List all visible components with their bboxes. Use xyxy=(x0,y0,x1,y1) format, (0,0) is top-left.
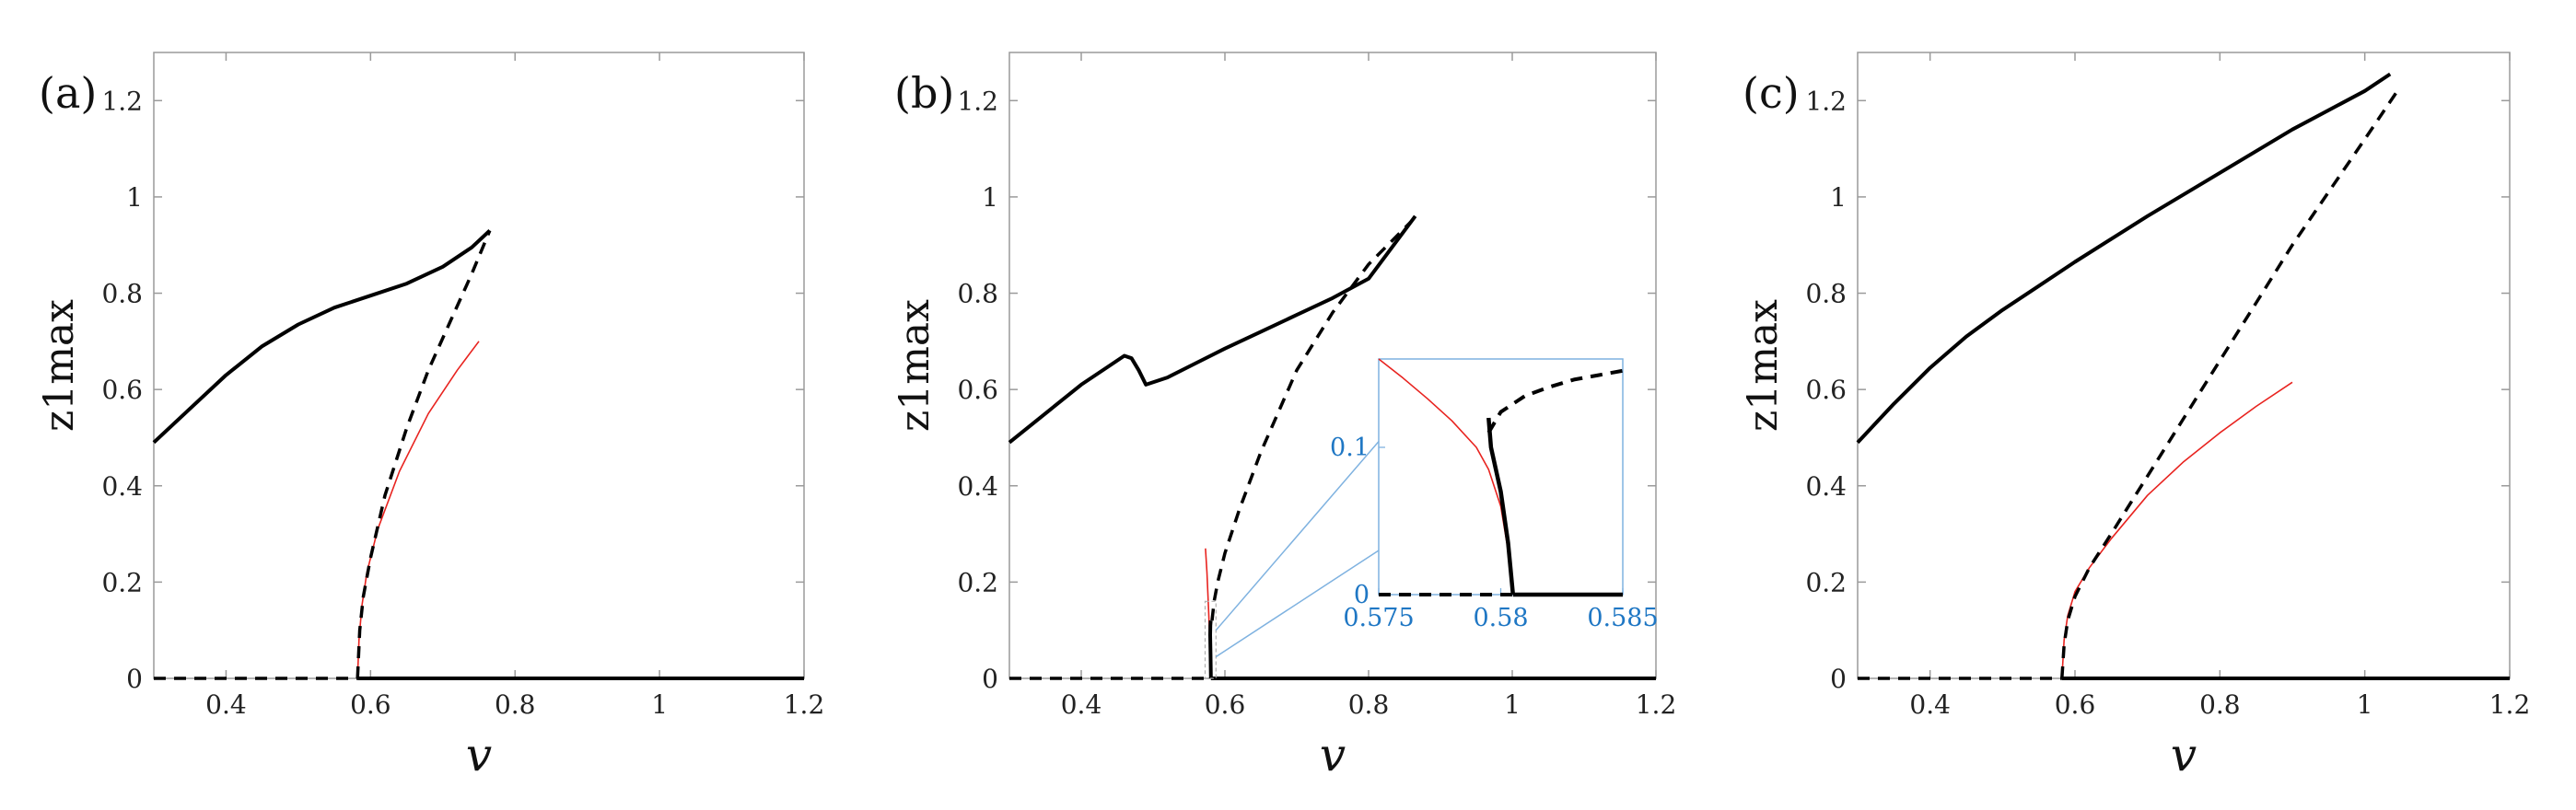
x-tick-label: 0.4 xyxy=(1909,689,1951,720)
y-tick-label: 0.2 xyxy=(1805,567,1847,597)
main-series-unstable-branch xyxy=(356,229,492,679)
y-tick-label: 0 xyxy=(1830,664,1847,694)
inset-x-tick-label: 0.585 xyxy=(1587,604,1658,632)
main-series-stable-upper-branch xyxy=(152,229,492,445)
y-tick-label: 0.6 xyxy=(957,375,998,405)
x-tick-label: 1 xyxy=(2357,689,2373,720)
x-tick-label: 1.2 xyxy=(1636,689,1677,720)
x-tick-label: 0.6 xyxy=(2055,689,2096,720)
x-tick-label: 1 xyxy=(1504,689,1521,720)
zoom-connector-upper xyxy=(1215,441,1380,631)
x-tick-label: 1.2 xyxy=(2489,689,2531,720)
x-axis-label: v xyxy=(1320,728,1346,781)
panel-label: (a) xyxy=(39,68,97,118)
x-tick-label: 1 xyxy=(651,689,668,720)
y-tick-label: 0.8 xyxy=(101,279,143,309)
inset: 0.575 0.58 0.585 0 0.1 xyxy=(1330,358,1659,632)
main-series-secondary-branch xyxy=(356,341,480,679)
y-tick-label: 1 xyxy=(982,182,998,213)
y-tick-label: 0.8 xyxy=(1805,279,1847,309)
y-tick-label: 0.8 xyxy=(957,279,998,309)
y-tick-label: 0.6 xyxy=(101,375,143,405)
panel-label: (b) xyxy=(894,68,954,118)
y-tick-label: 0 xyxy=(126,664,143,694)
main-series-stable-upper-branch xyxy=(1856,72,2392,445)
y-axis-label: z1max xyxy=(892,299,938,432)
y-tick-label: 1 xyxy=(1830,182,1847,213)
y-tick-label: 0.4 xyxy=(957,471,998,502)
main-series-secondary-branch xyxy=(2061,381,2293,679)
y-tick-label: 1 xyxy=(126,182,143,213)
y-axis-label: z1max xyxy=(36,299,83,432)
zoom-region xyxy=(1204,600,1217,679)
y-tick-label: 0.2 xyxy=(101,567,143,597)
y-tick-label: 0.4 xyxy=(1805,471,1847,502)
y-tick-label: 0.2 xyxy=(957,567,998,597)
main-series-unstable-branch xyxy=(2060,89,2399,679)
main-series-unstable-branch xyxy=(1210,219,1414,621)
x-tick-label: 0.8 xyxy=(495,689,536,720)
inset-x-tick-label: 0.58 xyxy=(1473,604,1528,632)
y-tick-label: 1.2 xyxy=(101,86,143,116)
y-tick-label: 0.6 xyxy=(1805,375,1847,405)
inset-y-tick-label: 0.1 xyxy=(1330,434,1370,462)
x-tick-label: 0.6 xyxy=(350,689,391,720)
inset-series-stable-small-branch xyxy=(1486,417,1516,596)
main-series-stable-upper-branch xyxy=(1008,214,1417,445)
zoom-connector-lower xyxy=(1215,550,1380,658)
inset-frame xyxy=(1378,358,1624,596)
main-series-stable-small-branch xyxy=(1208,620,1213,679)
x-tick-label: 1.2 xyxy=(784,689,825,720)
axes-frame xyxy=(1857,52,2511,679)
inset-y-tick-label: 0 xyxy=(1354,581,1370,609)
y-tick-label: 1.2 xyxy=(1805,86,1847,116)
y-axis-label: z1max xyxy=(1740,299,1787,432)
panel-c: 0.4 0.6 0.8 1 1.2 0 0.2 0.4 0.6 0.8 1 1.2 v z1max (c) xyxy=(1740,52,2530,781)
y-tick-label: 1.2 xyxy=(957,86,998,116)
inset-x-tick-label: 0.575 xyxy=(1343,604,1414,632)
panel-a: 0.4 0.6 0.8 1 1.2 0 0.2 0.4 0.6 0.8 1 1.2 v z1max (a) xyxy=(36,52,824,781)
inset-series-unstable-branch xyxy=(1486,368,1624,434)
axes-frame xyxy=(153,52,805,679)
y-tick-label: 0 xyxy=(982,664,998,694)
x-tick-label: 0.6 xyxy=(1205,689,1246,720)
x-tick-label: 0.4 xyxy=(1061,689,1102,720)
x-tick-label: 0.8 xyxy=(1348,689,1390,720)
y-tick-label: 0.4 xyxy=(101,471,143,502)
x-tick-label: 0.4 xyxy=(205,689,247,720)
x-tick-label: 0.8 xyxy=(2199,689,2241,720)
x-axis-label: v xyxy=(2171,728,2197,781)
x-axis-label: v xyxy=(466,728,492,781)
panel-label: (c) xyxy=(1743,68,1800,118)
panel-b: 0.4 0.6 0.8 1 1.2 0 0.2 0.4 0.6 0.8 1 1.2 v z1max (b) 0… xyxy=(892,52,1676,781)
